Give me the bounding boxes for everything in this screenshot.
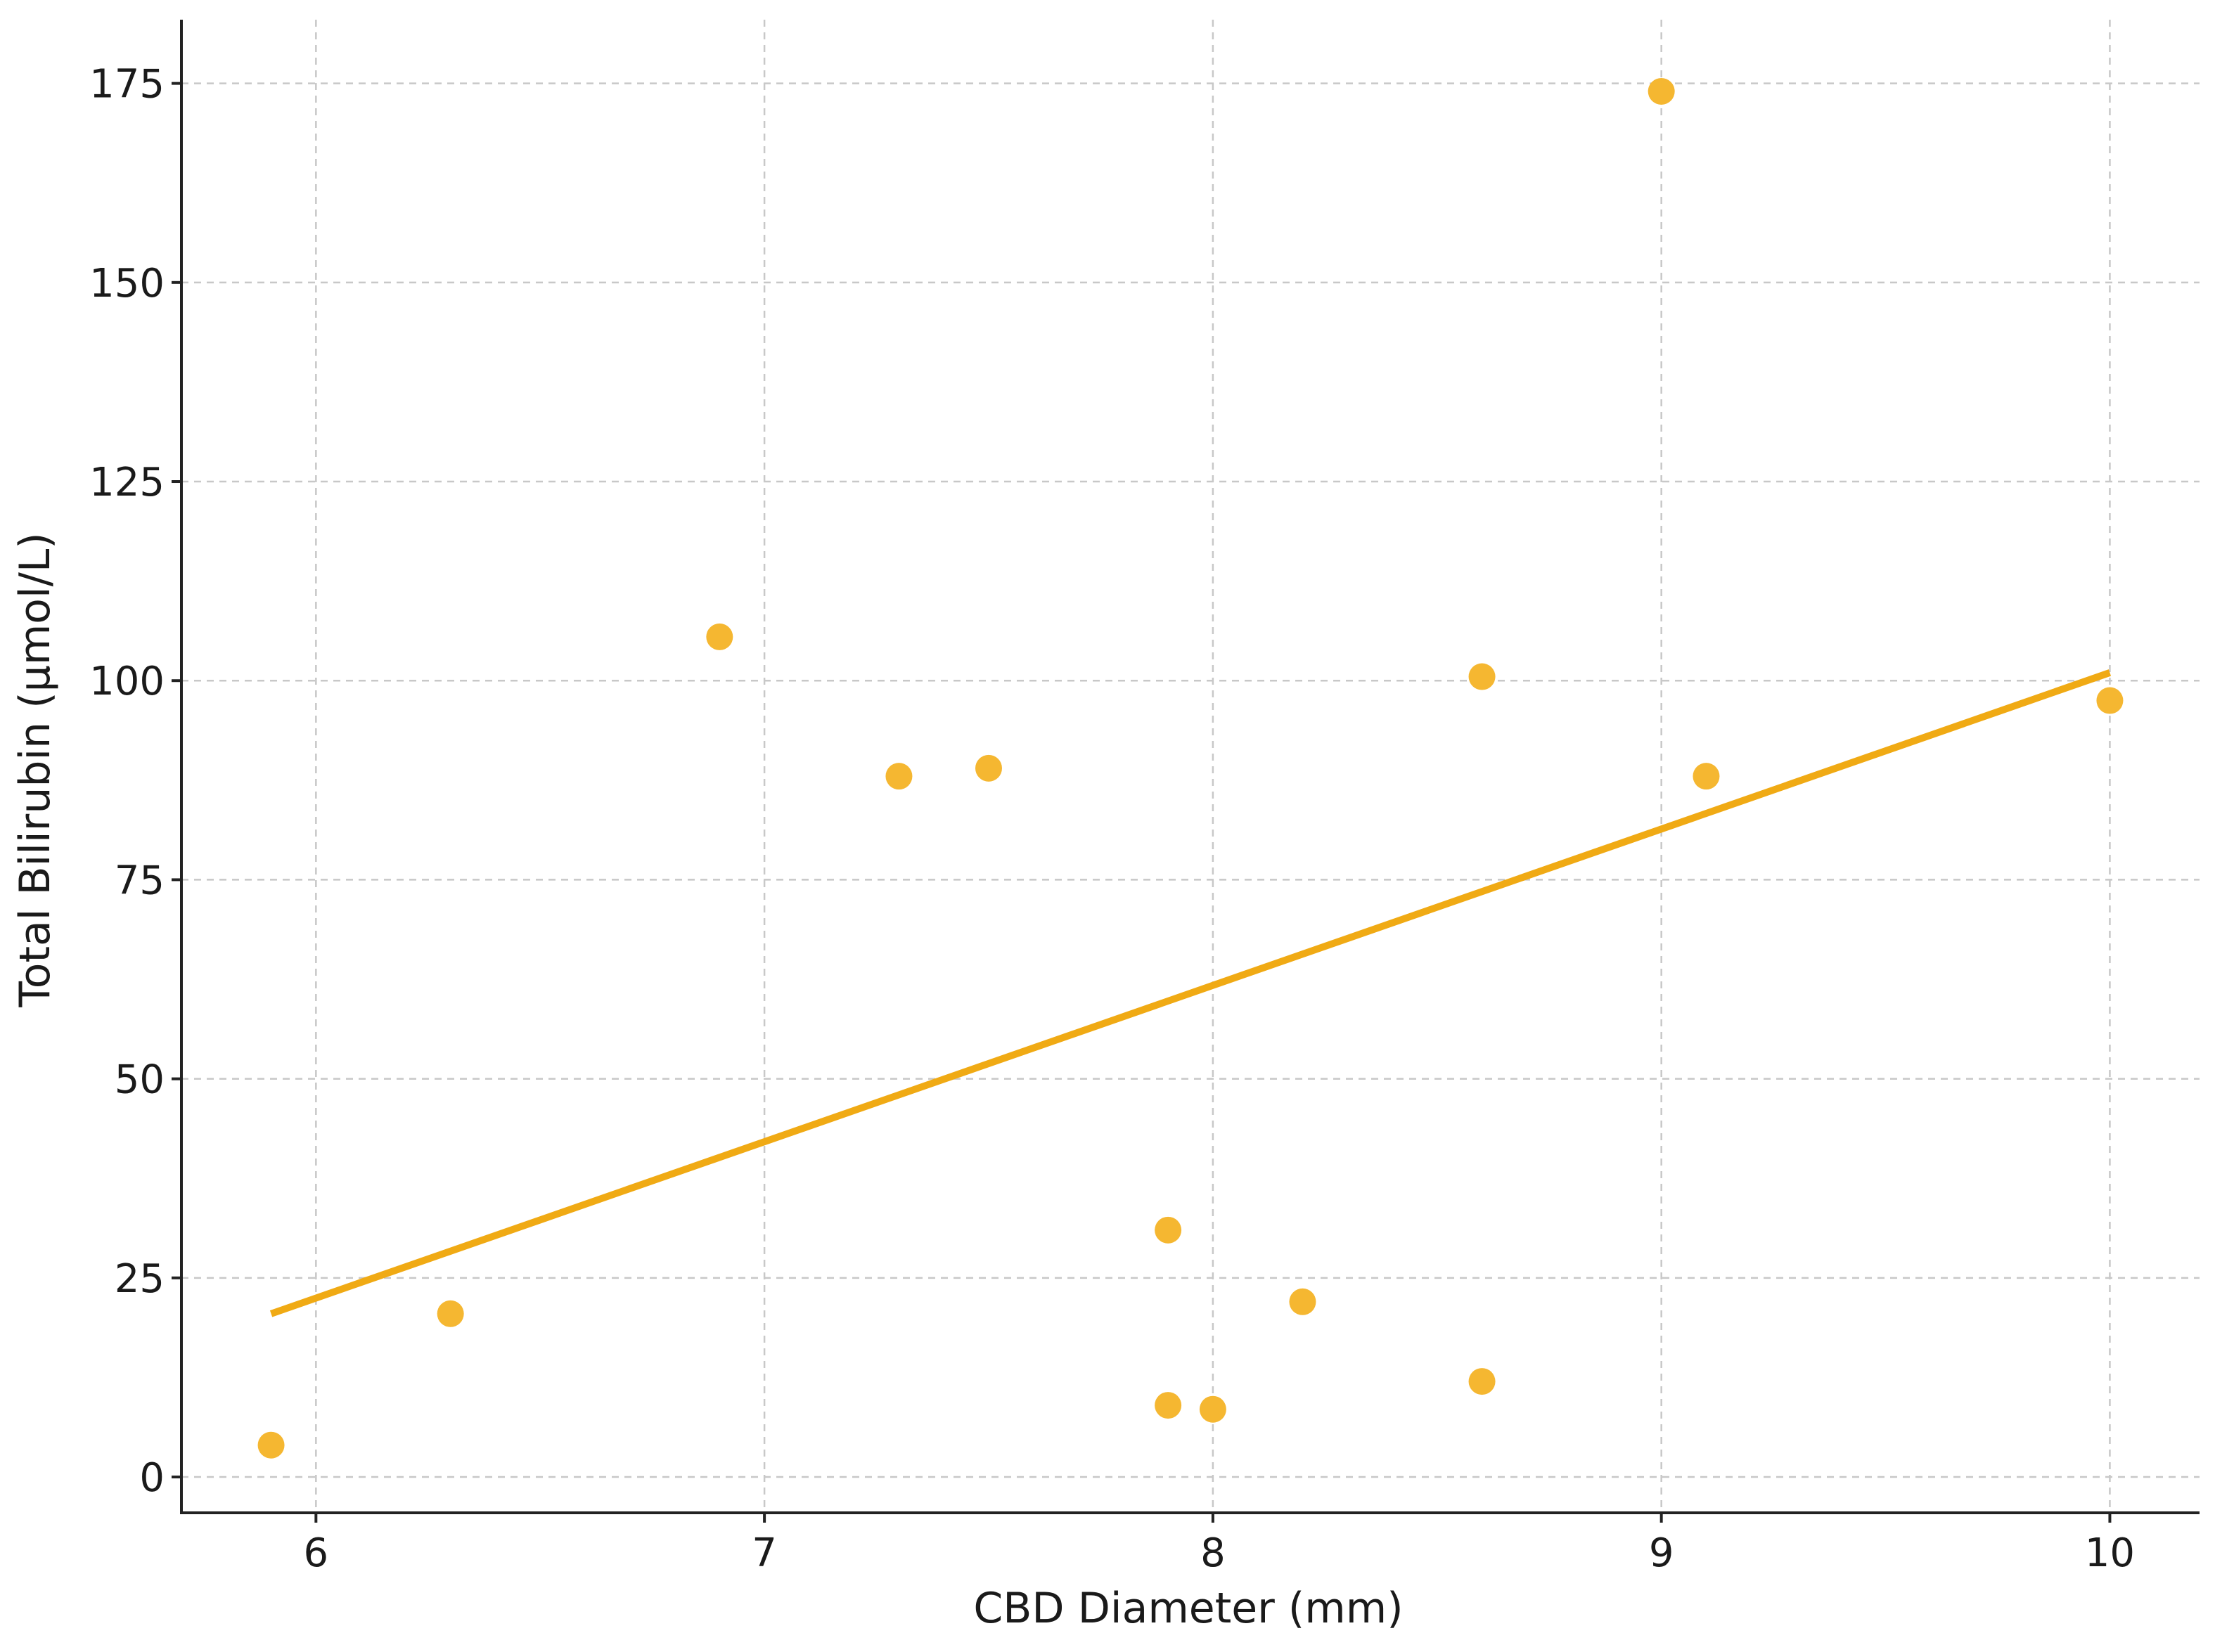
data-point-6 bbox=[1155, 1392, 1182, 1419]
data-point-10 bbox=[1468, 1368, 1496, 1395]
axes bbox=[172, 20, 2200, 1523]
data-point-13 bbox=[2096, 687, 2124, 714]
y-axis-label: Total Bilirubin (µmol/L) bbox=[11, 532, 60, 1007]
data-point-1 bbox=[437, 1300, 464, 1327]
x-tick-label-6: 6 bbox=[304, 1530, 329, 1576]
y-tick-label-0: 0 bbox=[139, 1455, 165, 1501]
trendline bbox=[269, 669, 2112, 1317]
grid-lines bbox=[181, 20, 2200, 1513]
data-point-0 bbox=[257, 1431, 285, 1459]
y-tick-label-50: 50 bbox=[115, 1057, 165, 1103]
data-point-4 bbox=[975, 754, 1002, 782]
y-tick-label-25: 25 bbox=[115, 1256, 165, 1302]
trendline-group bbox=[269, 669, 2112, 1317]
data-point-11 bbox=[1648, 77, 1675, 105]
x-tick-label-8: 8 bbox=[1200, 1530, 1226, 1576]
x-tick-label-9: 9 bbox=[1649, 1530, 1674, 1576]
data-point-5 bbox=[1155, 1216, 1182, 1244]
data-point-8 bbox=[1289, 1288, 1316, 1315]
data-point-12 bbox=[1693, 763, 1720, 790]
data-point-7 bbox=[1199, 1395, 1226, 1423]
y-tick-label-100: 100 bbox=[89, 659, 165, 704]
data-point-9 bbox=[1468, 663, 1496, 690]
data-point-2 bbox=[706, 623, 733, 650]
data-points bbox=[257, 77, 2124, 1459]
data-point-3 bbox=[885, 763, 913, 790]
x-tick-label-10: 10 bbox=[2085, 1530, 2135, 1576]
x-tick-label-7: 7 bbox=[752, 1530, 777, 1576]
x-axis-label: CBD Diameter (mm) bbox=[973, 1584, 1403, 1633]
y-tick-label-175: 175 bbox=[89, 62, 165, 108]
y-tick-label-150: 150 bbox=[89, 261, 165, 306]
y-tick-label-125: 125 bbox=[89, 460, 165, 505]
y-tick-label-75: 75 bbox=[115, 858, 165, 903]
